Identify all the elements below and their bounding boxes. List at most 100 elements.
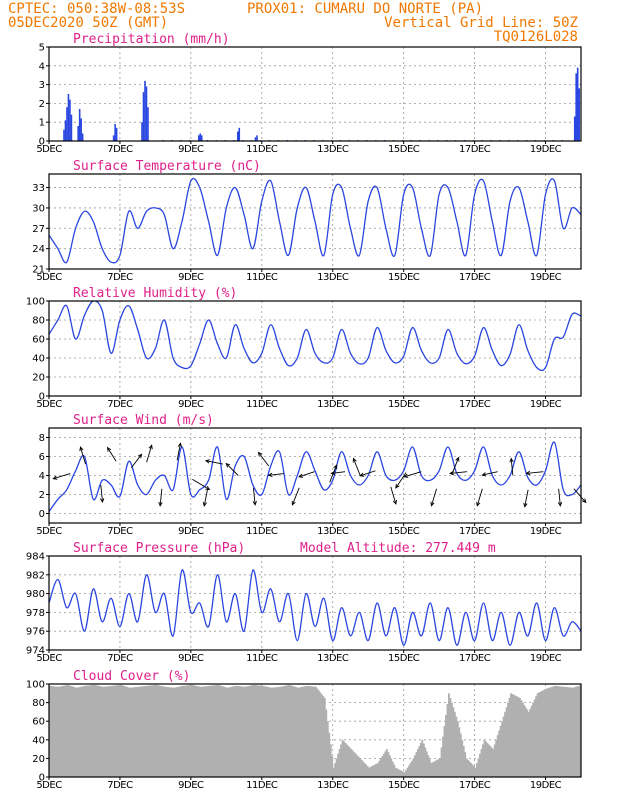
panel-2: 21 24 27 30 33 5DEC 7DEC 9DEC 11DEC 13DEC 15DEC 17D… — [32, 159, 582, 283]
cloud-cover-bar — [511, 694, 514, 777]
cloud-cover-bar — [112, 685, 115, 777]
cloud-cover-bar — [380, 758, 382, 777]
cloud-cover-bar — [369, 766, 372, 777]
cloud-cover-bar — [72, 686, 75, 777]
cloud-cover-bar — [155, 684, 158, 777]
wind-arrow-shaft — [482, 471, 498, 476]
y-tick-label: 0 — [39, 137, 45, 148]
cloud-cover-bar — [207, 686, 209, 777]
wind-arrow-shaft — [395, 472, 407, 489]
cloud-cover-bar — [313, 686, 316, 777]
cloud-cover-bar — [275, 687, 277, 777]
y-tick-label: 60 — [32, 717, 45, 728]
wind-arrow-shaft — [331, 471, 346, 474]
x-tick-label: 11DEC — [246, 526, 278, 537]
wind-arrow-shaft — [573, 488, 587, 503]
cloud-cover-bar — [136, 686, 139, 777]
cloud-cover-bar — [332, 767, 335, 777]
cloud-cover-bar — [319, 692, 322, 777]
panel-title: Surface Temperature (nC) — [73, 159, 261, 174]
cloud-cover-bar — [542, 690, 545, 777]
panel-annotation: Model Altitude: 277.449 m — [300, 541, 496, 556]
wind-arrow-head — [148, 444, 153, 450]
cloud-cover-bar — [236, 686, 239, 777]
x-tick-label: 9DEC — [178, 526, 204, 537]
cloud-cover-bar — [514, 695, 517, 777]
cloud-cover-bar — [575, 686, 577, 777]
wind-arrow-head — [352, 457, 357, 463]
wind-arrow-shaft — [258, 452, 270, 467]
cloud-cover-bar — [515, 696, 518, 777]
cloud-cover-bar — [535, 696, 538, 777]
cloud-cover-bar — [301, 686, 304, 777]
cloud-cover-bar — [291, 685, 294, 777]
x-tick-label: 7DEC — [107, 653, 133, 664]
cloud-cover-bar — [465, 758, 468, 777]
wind-arrow-head — [100, 498, 105, 504]
wind-arrow-head — [395, 483, 400, 489]
precip-bar — [70, 114, 73, 141]
panel-frame — [48, 555, 582, 651]
cloud-cover-bar — [204, 686, 207, 777]
precip-bar — [145, 86, 148, 141]
cloud-cover-bar — [421, 739, 424, 777]
precip-bar — [144, 80, 146, 141]
cloud-cover-bar — [545, 688, 548, 777]
cloud-cover-bar — [143, 686, 146, 777]
cloud-cover-bar — [476, 763, 478, 777]
wind-arrow-shaft — [225, 463, 239, 476]
cloud-cover-bar — [90, 685, 93, 777]
cloud-cover-bar — [505, 707, 508, 777]
precip-bar — [78, 109, 81, 141]
wind-arrow-head — [202, 501, 208, 507]
cloud-cover-bar — [578, 685, 580, 777]
cloud-cover-bar — [230, 686, 233, 777]
series-line — [49, 177, 581, 264]
cloud-cover-bar — [87, 685, 90, 777]
cloud-cover-bar — [448, 693, 450, 777]
precip-bar — [236, 131, 239, 141]
wind-arrow-head — [481, 472, 487, 477]
y-tick-label: 3 — [39, 80, 45, 91]
wind-arrow-shaft — [80, 446, 86, 465]
cloud-cover-bar — [382, 753, 385, 777]
panel-title: Precipitation (mm/h) — [73, 32, 230, 47]
cloud-cover-bar — [260, 685, 263, 777]
cloud-cover-bar — [359, 758, 362, 777]
cloud-cover-bar — [258, 685, 261, 777]
cloud-cover-bar — [350, 749, 353, 777]
cloud-cover-bar — [53, 686, 56, 777]
cloud-cover-bar — [337, 753, 340, 777]
cloud-cover-bar — [288, 684, 291, 777]
cloud-cover-bar — [446, 704, 449, 777]
cloud-cover-bar — [443, 725, 446, 777]
cloud-cover-bar — [241, 686, 243, 777]
cloud-cover-bar — [437, 759, 440, 777]
x-tick-label: 17DEC — [459, 272, 491, 283]
series-line — [49, 441, 581, 512]
x-tick-label: 5DEC — [36, 144, 62, 155]
wind-arrow-shaft — [192, 478, 210, 490]
x-tick-label: 15DEC — [388, 272, 420, 283]
cloud-cover-bar — [456, 721, 459, 777]
x-tick-label: 15DEC — [388, 144, 420, 155]
cloud-cover-bar — [316, 688, 319, 777]
cloud-cover-bar — [563, 686, 566, 777]
cloud-cover-bar — [118, 685, 121, 777]
cloud-cover-bar — [263, 686, 266, 777]
cloud-cover-bar — [573, 687, 576, 777]
cloud-cover-bar — [78, 687, 81, 777]
cloud-cover-bar — [442, 736, 444, 777]
cloud-cover-bar — [390, 758, 393, 777]
cloud-cover-bar — [279, 686, 282, 777]
cloud-cover-bar — [102, 686, 105, 777]
cloud-cover-bar — [106, 686, 109, 777]
cloud-cover-bar — [75, 687, 78, 777]
y-tick-label: 40 — [32, 354, 45, 365]
cloud-cover-bar — [348, 747, 351, 777]
cloud-cover-bar — [125, 686, 128, 777]
cloud-cover-bar — [109, 686, 112, 777]
wind-arrow-head — [205, 485, 211, 491]
cloud-cover-bar — [245, 686, 248, 777]
cloud-cover-bar — [427, 755, 430, 777]
